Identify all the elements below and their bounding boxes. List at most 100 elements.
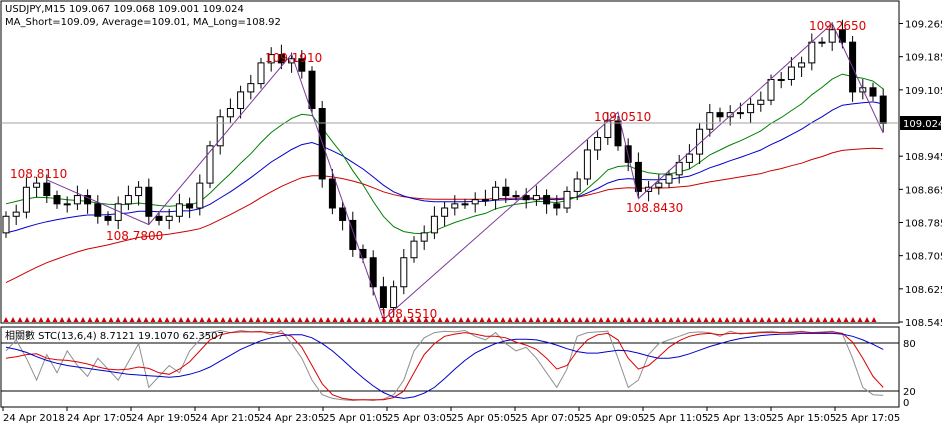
arrow-marker bbox=[556, 317, 562, 322]
arrow-marker bbox=[857, 317, 863, 322]
candle-body bbox=[186, 203, 194, 209]
arrow-marker bbox=[570, 317, 576, 322]
arrow-marker bbox=[304, 317, 310, 322]
arrow-marker bbox=[626, 317, 632, 322]
candle-body bbox=[441, 207, 449, 217]
candle-body bbox=[390, 286, 398, 308]
time-tick-label: 25 Apr 17:05 bbox=[835, 413, 900, 424]
candle-body bbox=[838, 29, 846, 43]
candle-body bbox=[675, 161, 683, 176]
candle-body bbox=[532, 195, 540, 201]
arrow-marker bbox=[178, 317, 184, 322]
stc-red-line bbox=[5, 331, 884, 401]
arrow-marker bbox=[654, 317, 660, 322]
arrow-marker bbox=[248, 317, 254, 322]
zigzag-price-label: 108.8110 bbox=[10, 167, 67, 181]
candle-body bbox=[736, 112, 744, 115]
candle-body bbox=[237, 91, 245, 109]
arrow-marker bbox=[822, 317, 828, 322]
stc-red-line-layer bbox=[5, 331, 884, 401]
arrow-marker bbox=[87, 317, 93, 322]
candle-body bbox=[706, 112, 714, 130]
price-tick-label: 108.625 bbox=[905, 285, 942, 296]
candle-body bbox=[216, 116, 224, 147]
candle-body bbox=[339, 207, 347, 221]
arrow-marker bbox=[542, 317, 548, 322]
arrow-marker bbox=[479, 317, 485, 322]
arrow-marker bbox=[206, 317, 212, 322]
time-tick-label: 24 Apr 23:05 bbox=[259, 413, 324, 424]
arrow-marker bbox=[535, 317, 541, 322]
price-tick-label: 109.185 bbox=[905, 53, 942, 64]
candle-body bbox=[655, 182, 663, 188]
arrow-marker bbox=[773, 317, 779, 322]
arrow-marker bbox=[465, 317, 471, 322]
stc-level-0-label: 0 bbox=[903, 398, 909, 409]
time-tick-label: 24 Apr 17:05 bbox=[67, 413, 132, 424]
arrow-marker bbox=[430, 317, 436, 322]
candle-body bbox=[206, 145, 214, 184]
time-tick-label: 25 Apr 05:05 bbox=[451, 413, 516, 424]
arrow-marker bbox=[339, 317, 345, 322]
arrow-marker bbox=[710, 317, 716, 322]
candle-body bbox=[410, 240, 418, 259]
candle-body bbox=[430, 215, 438, 234]
arrow-marker bbox=[598, 317, 604, 322]
indicator-info-text: 相關數 STC(13,6,4) 8.7121 19.1070 62.3507 bbox=[5, 329, 224, 342]
candle-body bbox=[43, 182, 51, 197]
arrow-marker bbox=[73, 317, 79, 322]
arrow-marker bbox=[472, 317, 478, 322]
arrow-marker bbox=[612, 317, 618, 322]
arrow-marker bbox=[52, 317, 58, 322]
arrow-marker bbox=[241, 317, 247, 322]
time-tick-label: 24 Apr 2018 bbox=[3, 413, 65, 424]
arrow-marker bbox=[794, 317, 800, 322]
arrow-marker bbox=[409, 317, 415, 322]
arrow-marker bbox=[171, 317, 177, 322]
arrow-marker bbox=[227, 317, 233, 322]
arrow-marker bbox=[59, 317, 65, 322]
candle-body bbox=[175, 203, 183, 217]
candle-body bbox=[53, 195, 61, 205]
candle-body bbox=[767, 78, 775, 101]
candle-body bbox=[492, 186, 500, 201]
candle-body bbox=[165, 215, 173, 221]
arrow-marker bbox=[353, 317, 359, 322]
candle-body bbox=[543, 195, 551, 205]
arrow-marker bbox=[458, 317, 464, 322]
candle-body bbox=[267, 54, 275, 64]
candle-body bbox=[94, 203, 102, 217]
candle-body bbox=[247, 83, 255, 93]
candle-body bbox=[400, 257, 408, 288]
candle-body bbox=[869, 87, 877, 97]
candle-body bbox=[614, 120, 622, 147]
arrow-marker bbox=[752, 317, 758, 322]
candle-body bbox=[726, 112, 734, 118]
zigzag-line bbox=[46, 22, 884, 321]
candle-body bbox=[349, 219, 357, 250]
candle-body bbox=[22, 186, 30, 213]
arrow-marker bbox=[185, 317, 191, 322]
arrow-marker bbox=[780, 317, 786, 322]
arrow-marker bbox=[577, 317, 583, 322]
arrow-marker bbox=[318, 317, 324, 322]
zigzag-price-label: 109.2650 bbox=[809, 19, 866, 33]
arrow-marker bbox=[724, 317, 730, 322]
arrow-marker bbox=[276, 317, 282, 322]
arrow-marker bbox=[829, 317, 835, 322]
arrow-marker bbox=[619, 317, 625, 322]
candle-body bbox=[522, 195, 530, 201]
arrow-marker bbox=[38, 317, 44, 322]
price-axis[interactable]: 109.265 109.185 109.105 108.945 108.865 108.7… bbox=[899, 20, 942, 329]
arrow-marker bbox=[311, 317, 317, 322]
candle-body bbox=[145, 186, 153, 217]
arrow-marker bbox=[374, 317, 380, 322]
arrow-marker bbox=[500, 317, 506, 322]
time-tick-label: 25 Apr 03:05 bbox=[387, 413, 452, 424]
zigzag-price-label: 109.1910 bbox=[265, 51, 322, 65]
arrow-marker bbox=[416, 317, 422, 322]
arrow-marker bbox=[801, 317, 807, 322]
arrow-marker bbox=[367, 317, 373, 322]
